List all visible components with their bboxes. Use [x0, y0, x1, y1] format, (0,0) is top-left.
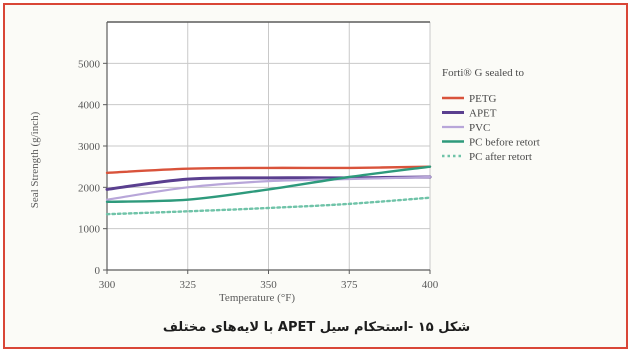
legend-label-apet: APET: [469, 108, 497, 120]
series-line-pc-before-retort: [105, 165, 432, 203]
series-lines: [105, 165, 432, 216]
y-axis-label: Seal Strength (g/inch): [29, 111, 41, 208]
y-tick-label: 0: [95, 265, 101, 277]
legend-label-petg: PETG: [469, 93, 497, 105]
x-tick-label: 375: [341, 279, 358, 291]
legend: Forti® G sealed to PETG APET PVC PC before r…: [442, 67, 540, 163]
y-tick-label: 4000: [78, 100, 101, 112]
y-tick-label: 1000: [78, 224, 101, 236]
series-line-petg: [105, 165, 432, 175]
legend-label-pc-after-retort: PC after retort: [469, 151, 532, 163]
legend-label-pc-before-retort: PC before retort: [469, 137, 540, 149]
x-tick-label: 300: [99, 279, 116, 291]
y-tick-label: 5000: [78, 58, 101, 70]
x-tick-label: 325: [180, 279, 197, 291]
x-tick-label: 350: [260, 279, 277, 291]
axes: 0 1000 2000 3000 4000 5000 300 325 350 375 400: [78, 21, 439, 291]
series-line-pvc: [105, 175, 432, 201]
grid-lines: [107, 22, 431, 270]
legend-title: Forti® G sealed to: [442, 67, 524, 79]
figure-caption: شکل ۱۵ -استحکام سیل APET با لایه‌های مخت…: [162, 320, 471, 335]
x-axis-label: Temperature (°F): [219, 292, 295, 304]
x-tick-label: 400: [422, 279, 439, 291]
legend-label-pvc: PVC: [469, 122, 490, 134]
y-tick-label: 3000: [78, 141, 101, 153]
y-tick-label: 2000: [78, 182, 101, 194]
series-line-pc-after-retort: [105, 196, 432, 216]
